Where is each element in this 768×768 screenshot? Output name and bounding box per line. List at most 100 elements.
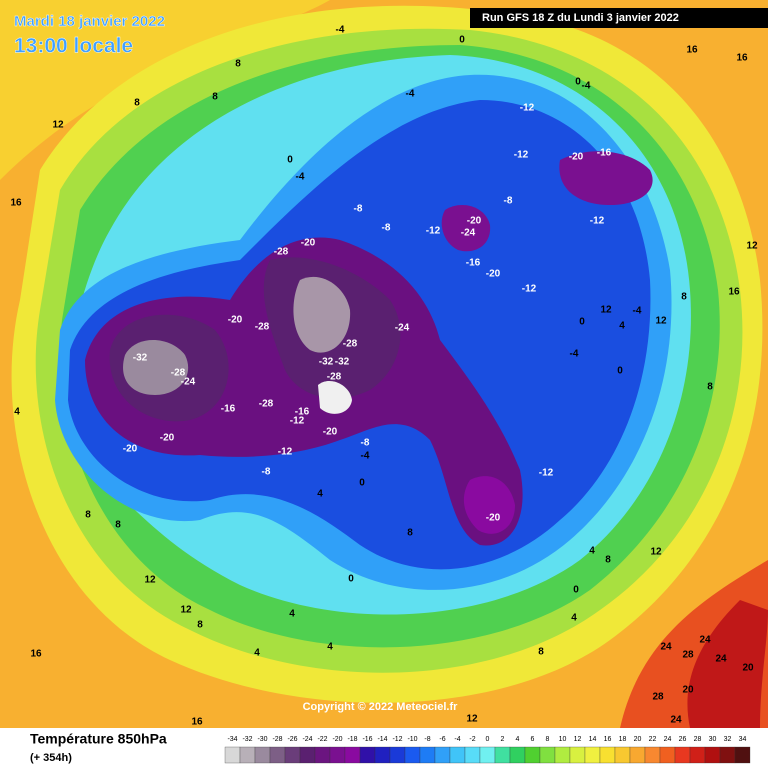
contour-label: 16 [30, 649, 42, 660]
scale-label: -30 [257, 736, 267, 743]
scale-swatch [434, 746, 451, 764]
scale-label: 2 [501, 736, 505, 743]
map-date: Mardi 18 janvier 2022 [14, 13, 165, 30]
scale-swatch [644, 746, 661, 764]
contour-label: 24 [660, 642, 672, 653]
contour-label: -32 [335, 357, 350, 368]
contour-label: 8 [85, 510, 91, 521]
contour-label: 12 [144, 575, 156, 586]
scale-label: 8 [546, 736, 550, 743]
contour-label: 4 [317, 489, 323, 500]
scale-swatch [314, 746, 331, 764]
scale-swatch [554, 746, 571, 764]
scale-label: 22 [649, 736, 657, 743]
contour-label: -20 [160, 433, 175, 444]
contour-label: -28 [171, 368, 186, 379]
scale-swatch [509, 746, 526, 764]
scale-swatch [224, 746, 241, 764]
contour-label: 12 [746, 241, 758, 252]
contour-label: -12 [278, 447, 293, 458]
contour-label: -32 [319, 357, 334, 368]
contour-label: 0 [579, 317, 585, 328]
scale-label: -34 [227, 736, 237, 743]
contour-label: 4 [589, 546, 595, 557]
contour-label: -20 [486, 513, 501, 524]
contour-label: 16 [191, 717, 203, 728]
scale-label: 6 [531, 736, 535, 743]
contour-label: -20 [467, 216, 482, 227]
scale-swatch [734, 746, 751, 764]
contour-label: -8 [382, 223, 391, 234]
contour-label: 0 [575, 77, 581, 88]
contour-label: -20 [569, 152, 584, 163]
scale-label: -16 [362, 736, 372, 743]
run-box [470, 8, 768, 28]
contour-label: 8 [538, 647, 544, 658]
contour-label: -28 [255, 322, 270, 333]
contour-label: 16 [10, 198, 22, 209]
scale-swatch [569, 746, 586, 764]
scale-swatch [674, 746, 691, 764]
contour-label: 24 [699, 635, 711, 646]
scale-swatch [659, 746, 676, 764]
scale-label: 14 [589, 736, 597, 743]
contour-label: 4 [327, 642, 333, 653]
scale-swatch [254, 746, 271, 764]
contour-label: -28 [259, 399, 274, 410]
scale-label: -4 [454, 736, 460, 743]
scale-label: -26 [287, 736, 297, 743]
contour-label: 0 [287, 155, 293, 166]
scale-swatch [374, 746, 391, 764]
contour-label: -12 [514, 150, 529, 161]
scale-label: 30 [709, 736, 717, 743]
contour-label: 24 [670, 715, 682, 726]
contour-label: 12 [600, 305, 612, 316]
run-info: Run GFS 18 Z du Lundi 3 janvier 2022 [482, 12, 679, 24]
scale-swatch [269, 746, 286, 764]
contour-label: -4 [582, 81, 591, 92]
contour-label: -12 [290, 416, 305, 427]
contour-label: -28 [327, 372, 342, 383]
contour-label: 12 [180, 605, 192, 616]
contour-label: 8 [681, 292, 687, 303]
legend-lead: (+ 354h) [30, 752, 72, 764]
scale-swatch [464, 746, 481, 764]
scale-swatch [584, 746, 601, 764]
contour-label: -12 [522, 284, 537, 295]
contour-label: 16 [686, 45, 698, 56]
contour-label: 24 [715, 654, 727, 665]
scale-swatch [299, 746, 316, 764]
contour-label: -24 [461, 228, 476, 239]
contour-label: -20 [123, 444, 138, 455]
contour-label: -16 [597, 148, 612, 159]
scale-label: -18 [347, 736, 357, 743]
contour-label: -28 [343, 339, 358, 350]
scale-swatch [389, 746, 406, 764]
contour-label: -20 [301, 238, 316, 249]
contour-label: -4 [406, 89, 415, 100]
contour-label: -20 [323, 427, 338, 438]
contour-label: 8 [134, 98, 140, 109]
contour-label: -4 [633, 306, 642, 317]
contour-label: 8 [235, 59, 241, 70]
contour-label: -8 [262, 467, 271, 478]
contour-label: 8 [212, 92, 218, 103]
scale-label: -6 [439, 736, 445, 743]
contour-label: -12 [426, 226, 441, 237]
contour-label: 8 [407, 528, 413, 539]
contour-label: 28 [682, 650, 694, 661]
contour-label: 0 [459, 35, 465, 46]
contour-label: -16 [466, 258, 481, 269]
contour-label: -24 [181, 377, 196, 388]
scale-swatch [539, 746, 556, 764]
scale-label: -14 [377, 736, 387, 743]
scale-swatch [359, 746, 376, 764]
contour-label: 12 [650, 547, 662, 558]
contour-label: -4 [296, 172, 305, 183]
scale-swatch [329, 746, 346, 764]
contour-label: -20 [486, 269, 501, 280]
contour-label: -20 [228, 315, 243, 326]
scale-swatch [494, 746, 511, 764]
map [0, 0, 768, 728]
scale-label: -10 [407, 736, 417, 743]
